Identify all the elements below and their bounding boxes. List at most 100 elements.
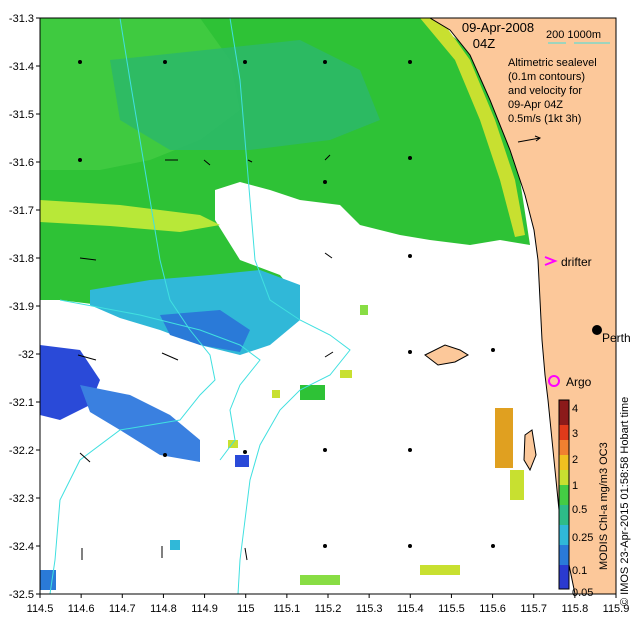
velocity-arrow <box>324 252 333 259</box>
velocity-arrow <box>79 452 91 463</box>
chl-deepblue-sw <box>40 345 100 420</box>
velocity-arrow <box>161 352 179 361</box>
drifter-marker <box>544 256 558 266</box>
colorbar-seg <box>559 545 569 565</box>
y-tick-label: -31.5 <box>9 109 34 121</box>
colorbar-tick: 0.25 <box>572 532 593 544</box>
chl-speck <box>228 440 238 448</box>
velocity-arrow <box>324 351 334 358</box>
velocity-dot <box>78 60 82 64</box>
y-tick-label: -31.4 <box>9 61 34 73</box>
chl-speck <box>300 575 340 585</box>
date-label: 09-Apr-2008 <box>462 20 534 35</box>
velocity-arrow <box>324 154 331 161</box>
velocity-dot <box>243 450 247 454</box>
land-garden-island <box>523 429 537 472</box>
x-tick-label: 114.5 <box>27 603 54 615</box>
land-rottnest-island <box>424 344 469 366</box>
colorbar-seg <box>559 455 569 470</box>
velocity-dot <box>163 60 167 64</box>
y-tick-label: -31.6 <box>9 157 34 169</box>
x-tick-label: 115.2 <box>315 603 342 615</box>
velocity-dot <box>408 544 412 548</box>
isobath-1000m <box>49 18 216 594</box>
velocity-dot <box>408 448 412 452</box>
velocity-note-line: and velocity for <box>508 85 582 97</box>
chl-teal-band <box>110 40 380 150</box>
y-tick-label: -31.3 <box>9 13 34 25</box>
argo-label: Argo <box>566 375 592 389</box>
x-tick-label: 114.8 <box>150 603 177 615</box>
chl-speck <box>300 385 325 400</box>
chl-blue-sw-2 <box>80 385 200 462</box>
x-tick-label: 115.8 <box>561 603 588 615</box>
velocity-dot <box>163 453 167 457</box>
colorbar-seg <box>559 400 569 425</box>
colorbar-tick: 2 <box>572 454 578 466</box>
x-tick-label: 115.5 <box>438 603 465 615</box>
colorbar-frame <box>558 399 570 590</box>
colorbar-seg <box>559 440 569 455</box>
velocity-dot <box>323 544 327 548</box>
velocity-dot <box>491 544 495 548</box>
y-tick-label: -32 <box>18 349 34 361</box>
colorbar-seg <box>559 425 569 440</box>
velocity-arrow <box>77 354 97 361</box>
y-tick-label: -31.8 <box>9 253 34 265</box>
velocity-note-line: Altimetric sealevel <box>508 57 597 69</box>
x-tick-label: 115.4 <box>397 603 424 615</box>
x-tick-label: 115.7 <box>520 603 547 615</box>
isobath-inner <box>59 299 261 461</box>
y-tick-label: -31.7 <box>9 205 34 217</box>
velocity-arrow <box>79 257 97 261</box>
velocity-scale-arrowhead <box>534 135 542 142</box>
chl-speck <box>510 470 524 500</box>
y-tick-label: -32.3 <box>9 493 34 505</box>
chl-speck <box>40 570 56 590</box>
chl-speck <box>420 565 460 575</box>
velocity-dot <box>408 60 412 64</box>
velocity-arrow <box>203 159 211 166</box>
colorbar-seg <box>559 470 569 485</box>
y-tick-label: -32.2 <box>9 445 34 457</box>
velocity-dot <box>243 60 247 64</box>
y-tick-label: -32.4 <box>9 541 34 553</box>
velocity-note-line: 09-Apr 04Z <box>508 99 563 111</box>
y-tick-label: -32.5 <box>9 589 34 601</box>
chl-speck <box>495 408 513 468</box>
time-label: 04Z <box>473 36 495 51</box>
chl-yellow-coastal <box>420 18 525 237</box>
colorbar-tick: 0.1 <box>572 565 587 577</box>
chl-speck <box>272 390 280 398</box>
isobath-lines <box>49 18 351 594</box>
x-tick-label: 115.6 <box>479 603 506 615</box>
colorbar-seg <box>559 485 569 505</box>
chl-yellow-band-west <box>40 200 220 232</box>
chl-blue-patch <box>160 310 250 352</box>
perth-marker <box>592 325 602 335</box>
y-tick-label: -32.1 <box>9 397 34 409</box>
velocity-dot <box>323 180 327 184</box>
x-tick-label: 115.3 <box>356 603 383 615</box>
perth-label: Perth <box>602 331 631 345</box>
velocity-dot <box>491 348 495 352</box>
x-tick-label: 114.7 <box>109 603 136 615</box>
velocity-dot <box>323 60 327 64</box>
colorbar-tick: 0.5 <box>572 504 587 516</box>
velocity-arrows <box>77 60 495 561</box>
chlorophyll-layer <box>40 18 530 590</box>
colorbar-seg <box>559 525 569 545</box>
velocity-dot <box>408 350 412 354</box>
colorbar-tick: 0.05 <box>572 587 593 599</box>
chl-speck <box>340 370 352 378</box>
x-tick-label: 115.9 <box>603 603 630 615</box>
velocity-note: Altimetric sealevel (0.1m contours) and … <box>508 57 597 143</box>
velocity-arrow <box>244 547 248 561</box>
velocity-dot <box>78 158 82 162</box>
credit-text: © IMOS 23-Apr-2015 01:58:58 Hobart time <box>619 397 631 606</box>
y-axis: -31.3 -31.4 -31.5 -31.6 -31.7 -31.8 -31.9 -32 -3… <box>9 13 40 601</box>
x-tick-label: 114.6 <box>68 603 95 615</box>
chl-speck <box>170 540 180 550</box>
x-tick-label: 115 <box>237 603 255 615</box>
